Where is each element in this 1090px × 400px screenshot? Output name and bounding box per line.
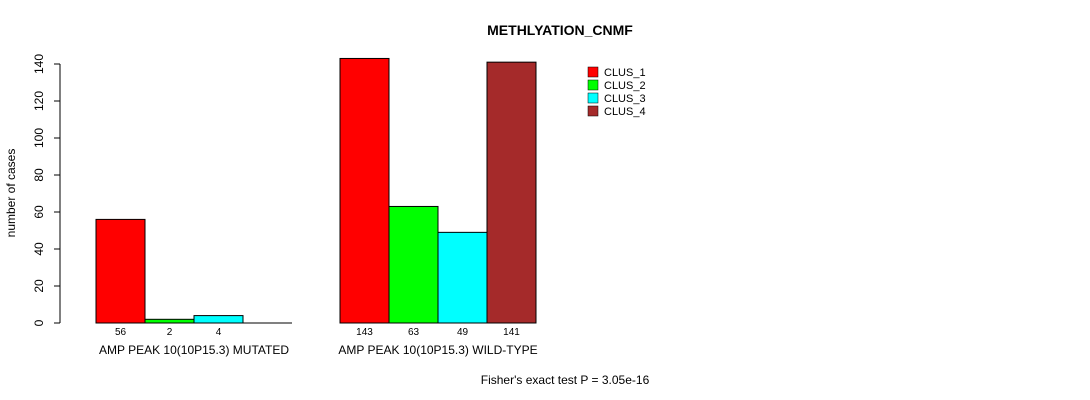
bar-count-label: 2 xyxy=(167,327,173,338)
y-tick-label: 100 xyxy=(32,128,46,148)
legend-label-clus-2: CLUS_2 xyxy=(604,80,646,92)
bar-clus-1-group-2 xyxy=(339,57,390,324)
fisher-test-annotation: Fisher's exact test P = 3.05e-16 xyxy=(481,373,650,387)
legend-swatch-clus-3 xyxy=(587,92,599,104)
chart-title: METHLYATION_CNMF xyxy=(487,22,633,38)
group-labels: AMP PEAK 10(10P15.3) MUTATED AMP PEAK 10(… xyxy=(99,343,538,357)
y-tick-label: 0 xyxy=(32,319,46,326)
bar-count-label: 63 xyxy=(408,327,420,338)
bar-clus-2-group-1 xyxy=(144,318,195,324)
group-label-1: AMP PEAK 10(10P15.3) MUTATED xyxy=(99,343,289,357)
bar-count-label: 56 xyxy=(115,327,127,338)
bar-count-label: 4 xyxy=(216,327,222,338)
bar-clus-3-group-2 xyxy=(437,231,488,324)
count-labels: 56 2 4 143 63 49 141 xyxy=(115,327,520,338)
group-label-2: AMP PEAK 10(10P15.3) WILD-TYPE xyxy=(338,343,537,357)
legend-swatch-clus-1 xyxy=(587,66,599,78)
bar-clus-1-group-1 xyxy=(95,218,146,324)
y-tick-label: 40 xyxy=(32,242,46,256)
y-tick-label: 60 xyxy=(32,205,46,219)
bar-count-label: 49 xyxy=(457,327,469,338)
legend-label-clus-1: CLUS_1 xyxy=(604,67,646,79)
y-axis: 0 20 40 60 80 100 120 140 xyxy=(32,54,61,326)
bars xyxy=(95,57,537,324)
bar-count-label: 143 xyxy=(356,327,373,338)
legend-label-clus-4: CLUS_4 xyxy=(604,106,646,118)
bar-clus-4-group-2 xyxy=(486,61,537,324)
bar-clus-2-group-2 xyxy=(388,205,439,324)
legend-swatch-clus-4 xyxy=(587,105,599,117)
y-tick-label: 140 xyxy=(32,54,46,74)
legend-label-clus-3: CLUS_3 xyxy=(604,93,646,105)
y-tick-label: 80 xyxy=(32,168,46,182)
y-axis-label: number of cases xyxy=(4,149,18,238)
bar-count-label: 141 xyxy=(503,327,520,338)
y-tick-label: 120 xyxy=(32,91,46,111)
legend-swatch-clus-2 xyxy=(587,79,599,91)
y-tick-label: 20 xyxy=(32,279,46,293)
bar-clus-3-group-1 xyxy=(193,315,244,324)
